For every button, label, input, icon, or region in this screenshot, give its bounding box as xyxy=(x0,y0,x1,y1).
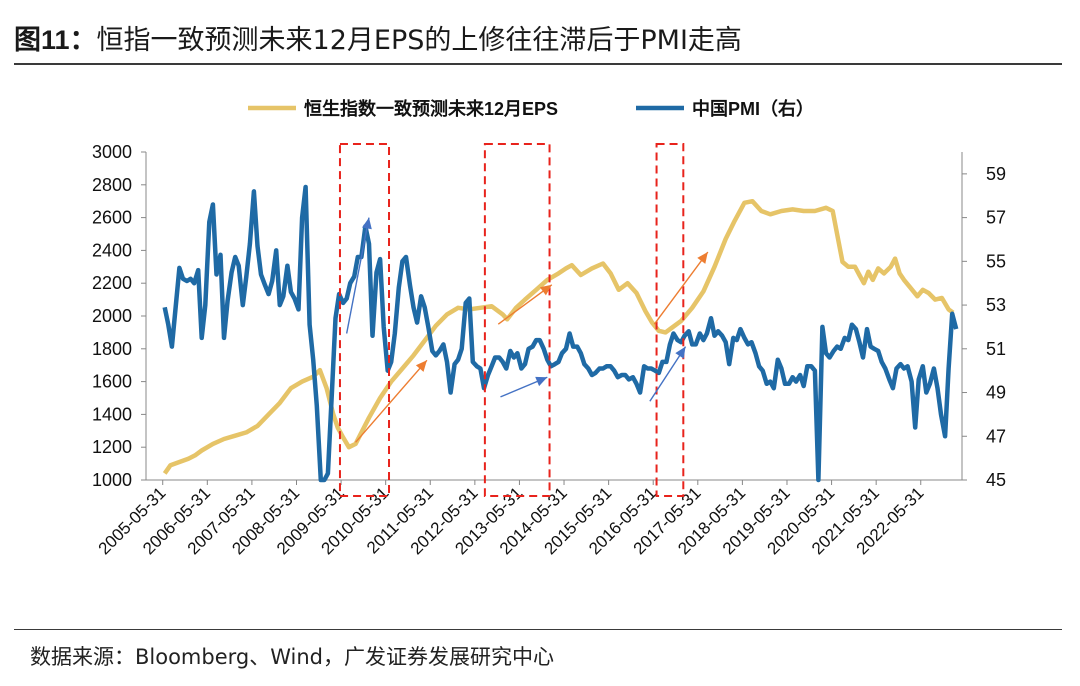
figure-number: 图11： xyxy=(14,25,97,55)
right-tick-label: 57 xyxy=(986,208,1006,228)
right-tick-label: 55 xyxy=(986,251,1006,271)
chart-legend: 恒生指数一致预测未来12月EPS 中国PMI（右） xyxy=(248,98,814,119)
footer-divider xyxy=(14,629,1062,630)
left-tick-label: 2800 xyxy=(92,175,132,195)
legend-label-pmi: 中国PMI（右） xyxy=(692,98,814,119)
trend-arrow-line xyxy=(345,217,370,334)
chart-series xyxy=(162,184,959,483)
source-note: 数据来源：Bloomberg、Wind，广发证券发展研究中心 xyxy=(30,645,555,669)
trend-arrow-line xyxy=(497,284,553,325)
right-tick-label: 51 xyxy=(986,339,1006,359)
trend-arrow-head xyxy=(415,360,427,372)
left-tick-label: 2600 xyxy=(92,208,132,228)
right-tick-label: 45 xyxy=(986,470,1006,490)
left-tick-label: 1800 xyxy=(92,339,132,359)
right-tick-label: 47 xyxy=(986,426,1006,446)
left-tick-label: 1000 xyxy=(92,470,132,490)
right-tick-label: 53 xyxy=(986,295,1006,315)
highlight-box xyxy=(483,143,551,497)
title-divider xyxy=(14,63,1062,65)
highlight-box xyxy=(655,143,685,497)
left-tick-label: 1400 xyxy=(92,404,132,424)
left-tick-label: 2000 xyxy=(92,306,132,326)
left-tick-label: 1600 xyxy=(92,372,132,392)
right-tick-label: 59 xyxy=(986,164,1006,184)
trend-arrow-head xyxy=(697,252,708,264)
left-tick-label: 2400 xyxy=(92,240,132,260)
trend-arrow-head xyxy=(362,217,372,230)
figure-title-text: 恒指一致预测未来12月EPS的上修往往滞后于PMI走高 xyxy=(96,25,742,56)
trend-arrow-head xyxy=(539,284,552,296)
left-tick-label: 2200 xyxy=(92,273,132,293)
eps-series-line xyxy=(162,198,955,475)
figure-title: 图11：恒指一致预测未来12月EPS的上修往往滞后于PMI走高 xyxy=(14,18,742,57)
left-tick-label: 3000 xyxy=(92,142,132,162)
pmi-series-line xyxy=(162,184,959,483)
left-tick-label: 1200 xyxy=(92,437,132,457)
trend-arrow-line xyxy=(653,251,709,325)
trend-arrow-line xyxy=(355,359,428,443)
highlight-box xyxy=(338,143,391,497)
legend-label-eps: 恒生指数一致预测未来12月EPS xyxy=(304,98,558,119)
right-tick-label: 49 xyxy=(986,383,1006,403)
trend-arrow-head xyxy=(675,346,686,359)
chart-annotations xyxy=(338,143,709,497)
trend-arrow-head xyxy=(535,376,548,387)
